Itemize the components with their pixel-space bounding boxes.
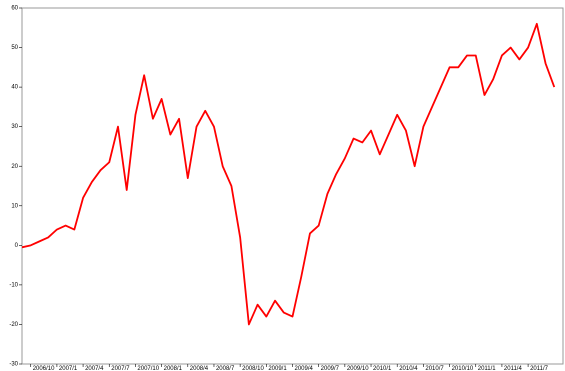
plot-frame (21, 7, 564, 365)
x-tick-label: 2008/4 (190, 366, 209, 371)
y-tick-label: -20 (9, 322, 18, 328)
x-tick-label: 2009/10 (347, 366, 369, 371)
x-tick-label: 2010/7 (425, 366, 444, 371)
x-tick-label: 2008/1 (164, 366, 183, 371)
x-tick-label: 2011/4 (504, 366, 523, 371)
x-tick-label: 2011/1 (478, 366, 497, 371)
x-tick-label: 2007/7 (111, 366, 130, 371)
y-tick-label: 10 (11, 203, 18, 209)
y-tick-label: -30 (9, 362, 18, 368)
x-tick-label: 2009/7 (321, 366, 340, 371)
y-tick-label: 60 (11, 6, 18, 12)
y-tick-label: 50 (11, 45, 18, 51)
y-tick-label: 30 (11, 124, 18, 130)
x-tick-label: 2006/10 (33, 366, 55, 371)
x-tick-label: 2010/10 (452, 366, 474, 371)
x-tick-label: 2008/7 (216, 366, 235, 371)
x-tick-label: 2007/1 (59, 366, 78, 371)
y-tick-label: 0 (15, 243, 19, 249)
x-tick-label: 2007/4 (85, 366, 104, 371)
x-tick-label: 2009/4 (295, 366, 314, 371)
y-tick-label: 20 (11, 164, 18, 170)
y-tick-label: 40 (11, 85, 18, 91)
x-tick-label: 2010/4 (399, 366, 418, 371)
x-tick-label: 2007/10 (137, 366, 159, 371)
x-tick-label: 2009/1 (268, 366, 287, 371)
x-tick-label: 2011/7 (530, 366, 549, 371)
data-line (21, 22, 556, 326)
x-tick-label: 2008/10 (242, 366, 264, 371)
x-tick-label: 2010/1 (373, 366, 392, 371)
y-tick-label: -10 (9, 282, 18, 288)
